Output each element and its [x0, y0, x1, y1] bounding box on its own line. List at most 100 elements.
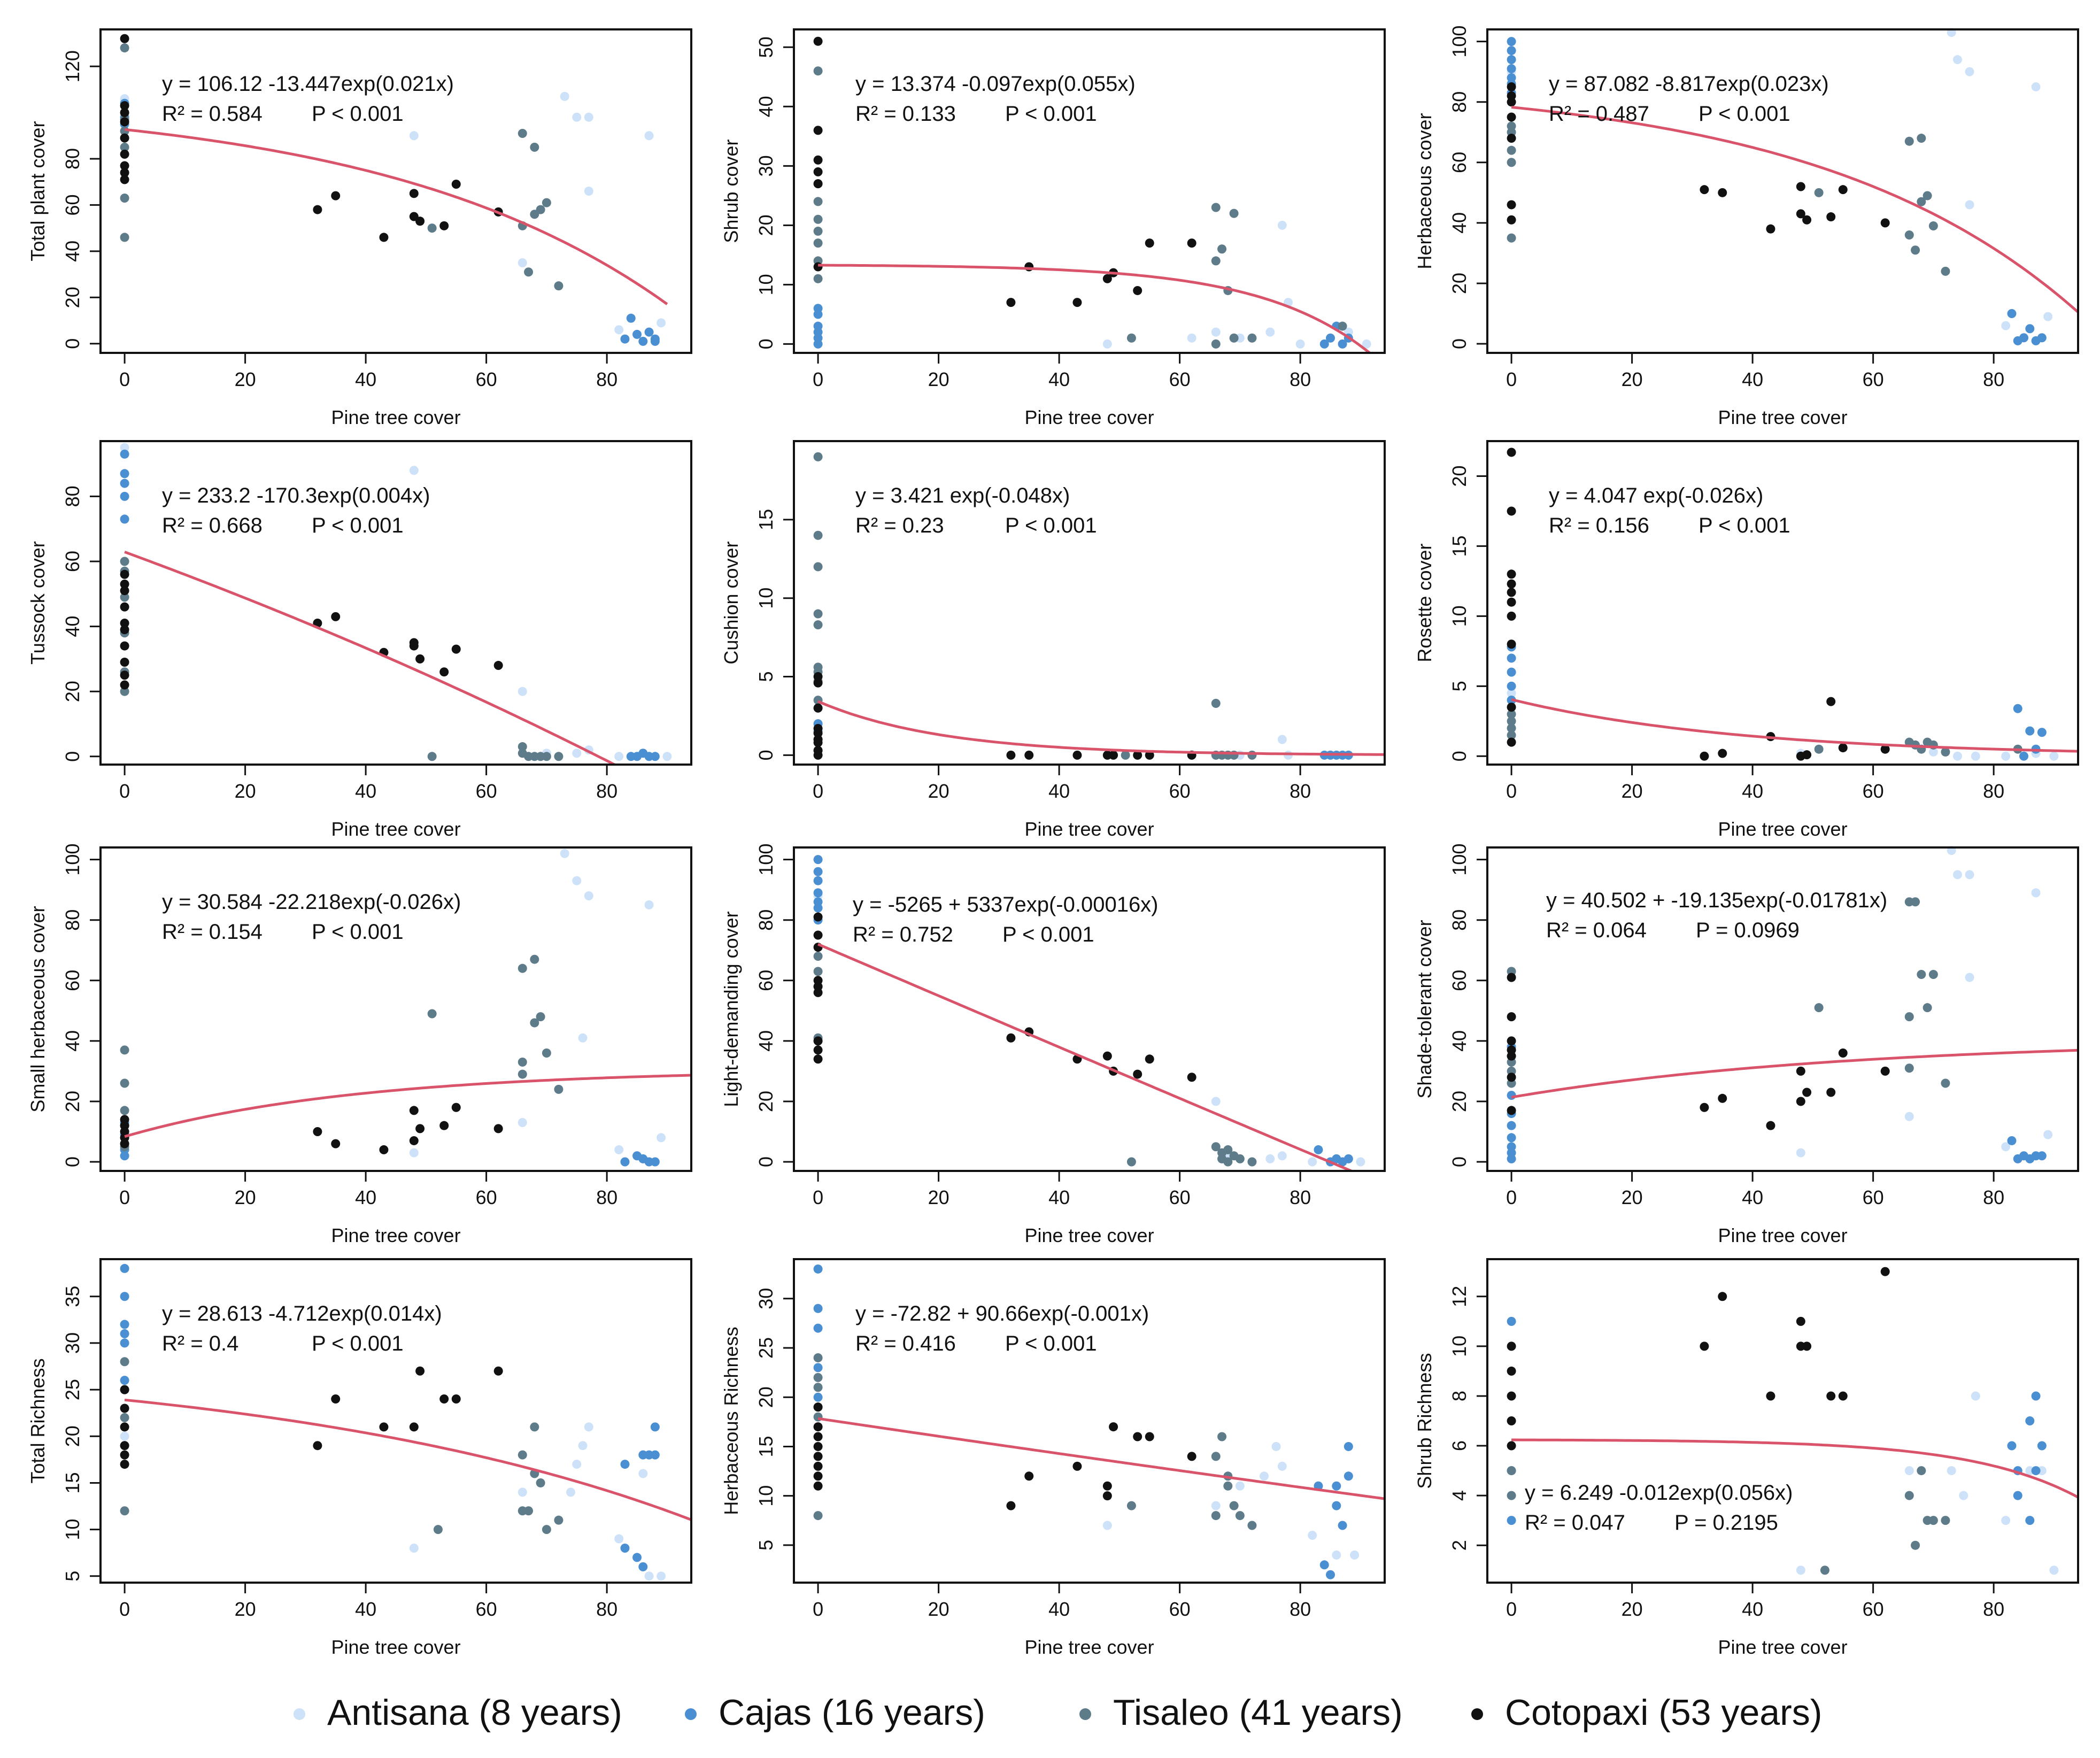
point	[813, 197, 823, 206]
point	[1507, 1366, 1516, 1376]
point	[1971, 751, 1980, 761]
y-tick-label: 20	[1448, 1091, 1470, 1112]
y-tick-label: 80	[61, 485, 83, 507]
point	[1344, 1441, 1353, 1451]
y-tick-label: 100	[61, 844, 83, 876]
y-tick-label: 5	[755, 672, 777, 682]
point	[1145, 238, 1154, 248]
x-tick-label: 60	[476, 1598, 497, 1620]
point	[578, 1033, 588, 1043]
point	[813, 1432, 823, 1441]
point	[120, 1441, 129, 1451]
point	[1211, 203, 1221, 212]
point	[1802, 1088, 1812, 1097]
x-tick-label: 60	[1863, 1186, 1884, 1208]
fit-curve	[817, 700, 1385, 756]
point	[620, 334, 630, 344]
p-value-label: P < 0.001	[1005, 102, 1097, 126]
point	[1507, 588, 1516, 597]
y-tick-label: 30	[755, 1288, 777, 1309]
plot-frame	[793, 1258, 1386, 1584]
chart-panel-8: 0 20 40 60 80 0 20 40 60 80 100 Pine tree cover Ligh…	[720, 844, 1386, 1246]
y-tick-label: 10	[755, 274, 777, 295]
point	[493, 1366, 503, 1376]
x-axis-label: Pine tree cover	[1024, 406, 1154, 428]
y-tick-label: 40	[61, 241, 83, 262]
point	[1700, 751, 1709, 761]
point	[813, 967, 823, 976]
point	[813, 1441, 823, 1451]
x-tick-label: 60	[476, 368, 497, 390]
point	[1308, 1530, 1317, 1540]
point	[1507, 97, 1516, 107]
r-squared-label: R² = 0.156	[1549, 514, 1649, 537]
point	[1145, 750, 1154, 760]
point	[813, 1054, 823, 1064]
point	[451, 180, 461, 189]
point	[1507, 579, 1516, 589]
point	[1121, 750, 1130, 760]
point	[1211, 256, 1221, 266]
point	[1904, 1112, 1914, 1121]
y-axis-label: Shrub Richness	[1414, 1353, 1435, 1489]
point	[409, 641, 419, 651]
point	[120, 641, 129, 651]
y-tick-label: 0	[1448, 751, 1470, 761]
point	[1507, 667, 1516, 677]
legend: Antisana (8 years) Cajas (16 years) Tisale…	[294, 1692, 1822, 1733]
point	[1965, 973, 1974, 982]
chart-panel-6: 0 20 40 60 80 0 5 10 15 20 Pine tree cover Rosette …	[1414, 440, 2079, 840]
point	[560, 849, 569, 858]
point	[518, 1450, 527, 1460]
point	[536, 205, 545, 214]
point	[1796, 209, 1805, 219]
point	[1211, 1511, 1221, 1521]
point	[1259, 1471, 1269, 1481]
point	[813, 609, 823, 619]
point	[530, 142, 539, 152]
point	[1917, 969, 1926, 979]
point	[120, 491, 129, 501]
point	[120, 592, 129, 602]
point	[813, 855, 823, 865]
point	[1507, 1051, 1516, 1061]
equation-label: y = 106.12 -13.447exp(0.021x)	[162, 72, 454, 96]
y-axis-label: Rosette cover	[1414, 543, 1435, 662]
x-axis-label: Pine tree cover	[1024, 818, 1154, 840]
point	[331, 191, 341, 201]
point	[2049, 1566, 2059, 1575]
point	[1211, 1142, 1221, 1152]
y-tick-label: 40	[61, 1030, 83, 1052]
point	[813, 867, 823, 876]
plot-frame	[99, 1258, 692, 1584]
point	[1507, 597, 1516, 607]
point	[427, 223, 437, 233]
x-tick-label: 80	[1983, 368, 2004, 390]
y-tick-label: 20	[755, 1091, 777, 1112]
point	[120, 514, 129, 524]
point	[1941, 747, 1950, 757]
r-squared-label: R² = 0.133	[855, 102, 956, 126]
scatter-points	[1507, 448, 2059, 761]
point	[2025, 1516, 2035, 1525]
point	[120, 34, 129, 43]
y-tick-label: 100	[1448, 26, 1470, 58]
point	[120, 168, 129, 178]
point	[1507, 233, 1516, 243]
plot-frame	[1486, 440, 2079, 766]
x-tick-label: 80	[1290, 368, 1311, 390]
point	[1507, 716, 1516, 726]
point	[1109, 750, 1118, 760]
point	[1507, 1341, 1516, 1351]
point	[518, 687, 527, 696]
point	[1802, 215, 1812, 225]
point	[1326, 333, 1335, 343]
x-axis-label: Pine tree cover	[331, 1224, 460, 1246]
chart-panel-12: 0 20 40 60 80 2 4 6 8 10 12 Pine tree cover Shrub Ri…	[1414, 1258, 2079, 1658]
point	[1356, 1157, 1365, 1167]
point	[1965, 870, 1974, 880]
point	[120, 1263, 129, 1273]
fit-curve	[124, 550, 617, 765]
point	[813, 672, 823, 682]
x-tick-label: 20	[235, 1186, 256, 1208]
